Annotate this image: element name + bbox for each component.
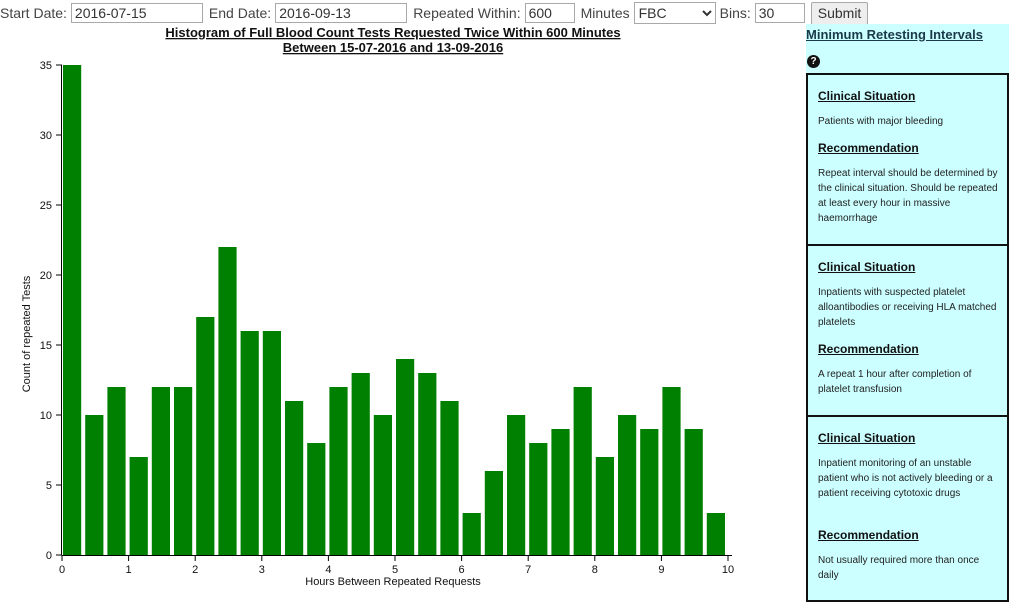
histogram-bar bbox=[529, 443, 548, 555]
histogram-bar bbox=[662, 387, 681, 555]
end-date-input[interactable] bbox=[275, 3, 408, 23]
histogram-bar bbox=[218, 247, 237, 555]
start-date-label: Start Date: bbox=[0, 5, 67, 21]
minutes-label: Minutes bbox=[580, 5, 630, 21]
situation-text: Patients with major bleeding bbox=[818, 116, 944, 127]
histogram-bar bbox=[440, 401, 459, 555]
recommendation-heading: Recommendation bbox=[818, 342, 919, 356]
submit-button[interactable]: Submit bbox=[810, 1, 869, 25]
y-axis-label: Count of repeated Tests bbox=[21, 275, 33, 392]
bins-input[interactable] bbox=[754, 3, 805, 23]
y-tick-label: 20 bbox=[40, 270, 52, 282]
histogram-bar bbox=[307, 443, 326, 555]
axes: 0 1 2 3 4 5 6 7 8 9 10 0 5 10 15 20 25 30 35 bbox=[40, 60, 734, 576]
x-tick-label: 1 bbox=[126, 564, 132, 576]
recommendation-text: Repeat interval should be determined by … bbox=[818, 168, 998, 224]
x-tick-label: 8 bbox=[592, 564, 598, 576]
histogram-bar bbox=[418, 373, 437, 555]
histogram-bar bbox=[396, 359, 415, 555]
question-circle-icon[interactable]: ? bbox=[807, 55, 820, 68]
end-date-label: End Date: bbox=[208, 5, 272, 21]
x-axis-label: Hours Between Repeated Requests bbox=[305, 576, 481, 588]
histogram-bar bbox=[684, 429, 703, 555]
retesting-intervals-title[interactable]: Minimum Retesting Intervals bbox=[806, 27, 983, 42]
histogram-bar bbox=[462, 513, 481, 555]
y-tick-label: 25 bbox=[40, 200, 52, 212]
histogram-bar bbox=[640, 429, 659, 555]
histogram-bar bbox=[373, 415, 392, 555]
x-tick-label: 0 bbox=[59, 564, 65, 576]
situation-text: Inpatients with suspected platelet alloa… bbox=[818, 287, 997, 328]
situation-heading: Clinical Situation bbox=[818, 89, 916, 103]
repeated-within-input[interactable] bbox=[524, 3, 575, 23]
recommendation-heading: Recommendation bbox=[818, 528, 919, 542]
y-tick-label: 15 bbox=[40, 340, 52, 352]
x-tick-label: 7 bbox=[525, 564, 531, 576]
histogram-bar bbox=[573, 387, 592, 555]
x-tick-label: 10 bbox=[722, 564, 734, 576]
recommendation-text: A repeat 1 hour after completion of plat… bbox=[818, 369, 972, 395]
histogram-bar bbox=[285, 401, 304, 555]
recommendation-heading: Recommendation bbox=[818, 141, 919, 155]
start-date-input[interactable] bbox=[70, 3, 203, 23]
test-type-select[interactable]: FBC bbox=[633, 2, 716, 24]
histogram-bar bbox=[63, 65, 82, 555]
situation-text: Inpatient monitoring of an unstable pati… bbox=[818, 458, 993, 499]
histogram-bar bbox=[551, 429, 570, 555]
x-tick-label: 6 bbox=[459, 564, 465, 576]
y-tick-label: 35 bbox=[40, 60, 52, 72]
retesting-intervals-panel: Minimum Retesting Intervals ? Clinical S… bbox=[806, 24, 1009, 602]
histogram-bar bbox=[174, 387, 193, 555]
histogram-bar bbox=[262, 331, 281, 555]
histogram-bar bbox=[329, 387, 348, 555]
histogram-bar bbox=[85, 415, 104, 555]
bars bbox=[63, 65, 725, 555]
histogram-bar bbox=[706, 513, 725, 555]
histogram-bar bbox=[196, 317, 215, 555]
x-tick-label: 3 bbox=[259, 564, 265, 576]
histogram-bar bbox=[129, 457, 148, 555]
histogram-bar bbox=[240, 331, 259, 555]
bins-label: Bins: bbox=[719, 5, 751, 21]
situation-heading: Clinical Situation bbox=[818, 260, 916, 274]
histogram-bar bbox=[507, 415, 526, 555]
y-tick-label: 10 bbox=[40, 410, 52, 422]
situation-heading: Clinical Situation bbox=[818, 431, 916, 445]
histogram-bar bbox=[351, 373, 370, 555]
histogram-bar bbox=[595, 457, 614, 555]
repeated-within-label: Repeated Within: bbox=[413, 5, 521, 21]
chart-subtitle: Between 15-07-2016 and 13-09-2016 bbox=[283, 40, 503, 55]
x-tick-label: 5 bbox=[392, 564, 398, 576]
x-tick-label: 2 bbox=[192, 564, 198, 576]
recommendation-card: Clinical Situation Patients with major b… bbox=[806, 73, 1009, 246]
histogram-bar bbox=[107, 387, 126, 555]
recommendation-text: Not usually required more than once dail… bbox=[818, 555, 980, 581]
histogram-bar bbox=[151, 387, 170, 555]
x-tick-label: 4 bbox=[325, 564, 331, 576]
y-tick-label: 0 bbox=[46, 550, 52, 562]
recommendation-card: Clinical Situation Inpatient monitoring … bbox=[806, 415, 1009, 602]
filter-toolbar: Start Date: End Date: Repeated Within: M… bbox=[0, 0, 869, 26]
histogram-chart: Histogram of Full Blood Count Tests Requ… bbox=[21, 25, 734, 588]
histogram-bar bbox=[484, 471, 503, 555]
x-tick-label: 9 bbox=[658, 564, 664, 576]
recommendation-card: Clinical Situation Inpatients with suspe… bbox=[806, 244, 1009, 417]
histogram-bar bbox=[618, 415, 637, 555]
y-tick-label: 30 bbox=[40, 130, 52, 142]
chart-title: Histogram of Full Blood Count Tests Requ… bbox=[165, 25, 620, 40]
y-tick-label: 5 bbox=[46, 480, 52, 492]
